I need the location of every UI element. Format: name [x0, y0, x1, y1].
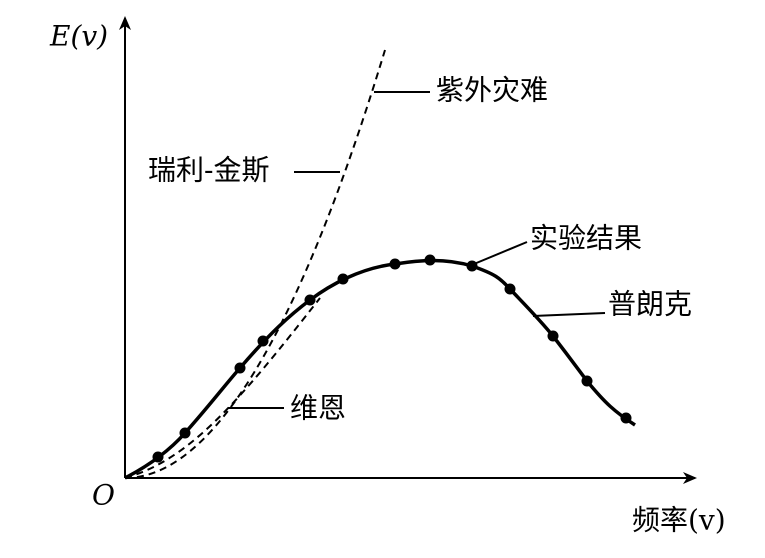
rayleigh-jeans-label: 瑞利-金斯 [148, 154, 269, 187]
point [234, 362, 246, 374]
experiment-points [152, 254, 632, 463]
point [389, 258, 401, 270]
point [620, 412, 632, 424]
planck-curve [124, 258, 636, 480]
point [179, 427, 191, 439]
leader-line [473, 241, 528, 265]
planck-label: 普朗克 [608, 288, 692, 321]
point [504, 283, 516, 295]
point [257, 335, 269, 347]
experiment-label: 实验结果 [530, 222, 642, 255]
rayleigh-jeans-curve [124, 49, 386, 479]
point [581, 375, 593, 387]
point [547, 330, 559, 342]
point [304, 294, 316, 306]
y-axis-label: E(v) [49, 20, 108, 53]
point [424, 254, 436, 266]
leader-line [532, 312, 606, 317]
wien-curve [124, 297, 321, 479]
x-axis-label: 频率(v) [632, 504, 726, 537]
point [152, 451, 164, 463]
ultraviolet-label: 紫外灾难 [436, 74, 548, 107]
origin-label: O [92, 479, 115, 512]
point [337, 273, 349, 285]
wien-label: 维恩 [290, 392, 346, 425]
